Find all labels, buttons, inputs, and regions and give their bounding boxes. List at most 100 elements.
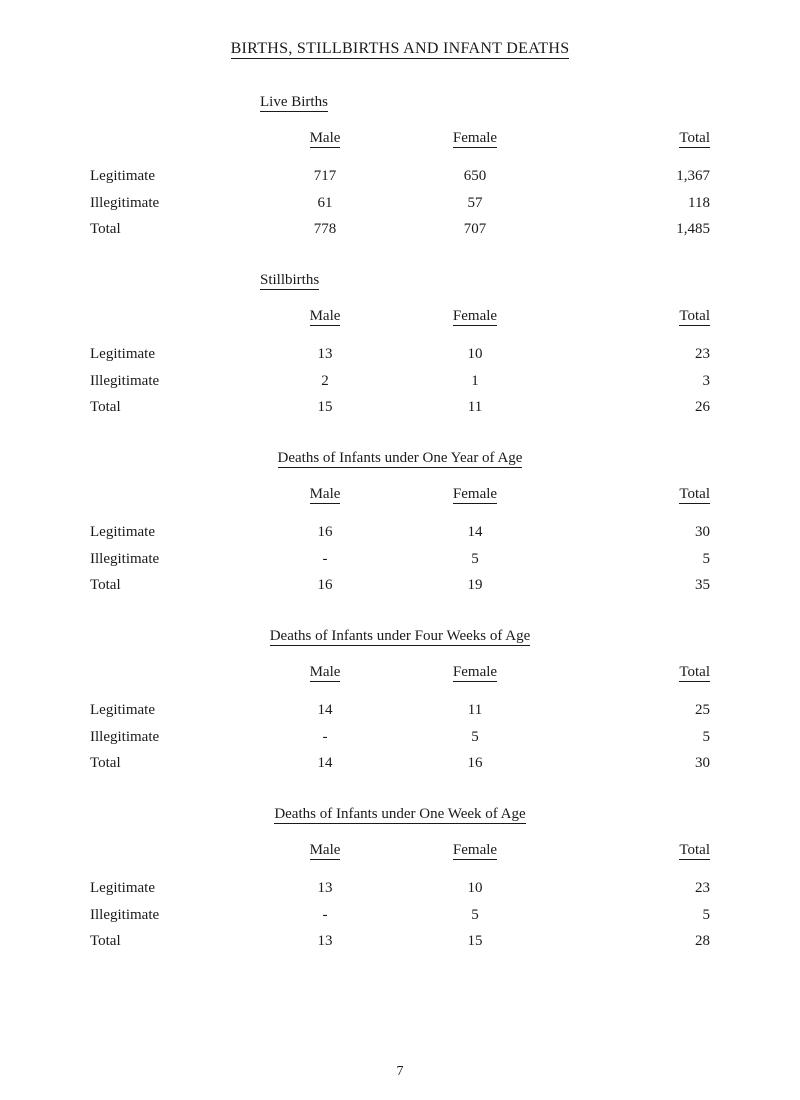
column-header-text: Female (453, 842, 497, 860)
cell-illegitimate-female: 5 (390, 546, 560, 572)
table-row: Legitimate131023 (90, 341, 710, 367)
row-label: Legitimate (90, 163, 260, 189)
row-label: Illegitimate (90, 724, 260, 750)
cell-illegitimate-male: - (260, 902, 390, 928)
cell-legitimate-female: 10 (390, 341, 560, 367)
cell-legitimate-female: 14 (390, 519, 560, 545)
column-header-text: Female (453, 664, 497, 682)
section: Deaths of Infants under One Year of Age M… (90, 450, 710, 598)
cell-legitimate-male: 13 (260, 341, 390, 367)
cell-illegitimate-total: 118 (560, 190, 710, 216)
row-label: Illegitimate (90, 368, 260, 394)
section-title: Stillbirths (260, 272, 390, 289)
cell-total-male: 16 (260, 572, 390, 598)
table-header-row: Male Female Total (90, 481, 710, 507)
section-title-text: Deaths of Infants under One Year of Age (278, 450, 523, 468)
cell-total-female: 707 (390, 216, 560, 242)
cell-total-female: 19 (390, 572, 560, 598)
spacer (90, 837, 260, 863)
table-row: Total151126 (90, 394, 710, 420)
table-row: Illegitimate-55 (90, 546, 710, 572)
column-header-male: Male (260, 837, 390, 863)
column-header-text: Male (310, 486, 341, 504)
column-header-male: Male (260, 125, 390, 151)
section-title-text: Deaths of Infants under One Week of Age (274, 806, 525, 824)
row-label: Illegitimate (90, 902, 260, 928)
cell-total-female: 11 (390, 394, 560, 420)
page-title: BIRTHS, STILLBIRTHS AND INFANT DEATHS (90, 40, 710, 58)
cell-legitimate-total: 25 (560, 697, 710, 723)
column-header-text: Male (310, 308, 341, 326)
column-header-text: Male (310, 664, 341, 682)
section-title: Deaths of Infants under One Year of Age (90, 450, 710, 467)
document-page: BIRTHS, STILLBIRTHS AND INFANT DEATHS Li… (0, 0, 800, 1100)
table-header-row: Male Female Total (90, 303, 710, 329)
column-header-total: Total (560, 303, 710, 329)
column-header-female: Female (390, 125, 560, 151)
section: Deaths of Infants under Four Weeks of Ag… (90, 628, 710, 776)
table-row: Legitimate7176501,367 (90, 163, 710, 189)
column-header-female: Female (390, 303, 560, 329)
row-label: Legitimate (90, 341, 260, 367)
row-label: Total (90, 750, 260, 776)
cell-total-male: 778 (260, 216, 390, 242)
row-label: Total (90, 394, 260, 420)
row-label: Legitimate (90, 697, 260, 723)
section-title-row: Live Births (90, 94, 710, 111)
cell-legitimate-total: 1,367 (560, 163, 710, 189)
cell-illegitimate-female: 5 (390, 724, 560, 750)
cell-total-male: 13 (260, 928, 390, 954)
spacer (90, 125, 260, 151)
cell-total-total: 28 (560, 928, 710, 954)
cell-illegitimate-male: - (260, 546, 390, 572)
column-header-total: Total (560, 481, 710, 507)
section-title-row: Stillbirths (90, 272, 710, 289)
cell-illegitimate-total: 5 (560, 902, 710, 928)
table-row: Legitimate161430 (90, 519, 710, 545)
row-label: Legitimate (90, 519, 260, 545)
column-header-text: Total (679, 664, 710, 682)
spacer (90, 94, 260, 111)
section-title: Deaths of Infants under One Week of Age (90, 806, 710, 823)
table-row: Total161935 (90, 572, 710, 598)
column-header-text: Total (679, 308, 710, 326)
column-header-male: Male (260, 303, 390, 329)
row-label: Legitimate (90, 875, 260, 901)
cell-total-male: 14 (260, 750, 390, 776)
cell-legitimate-total: 30 (560, 519, 710, 545)
table-row: Illegitimate-55 (90, 724, 710, 750)
section-title: Live Births (260, 94, 390, 111)
cell-legitimate-female: 11 (390, 697, 560, 723)
cell-illegitimate-total: 5 (560, 724, 710, 750)
cell-illegitimate-male: 61 (260, 190, 390, 216)
cell-legitimate-female: 650 (390, 163, 560, 189)
table-row: Illegitimate6157118 (90, 190, 710, 216)
column-header-text: Female (453, 486, 497, 504)
column-header-text: Total (679, 486, 710, 504)
cell-total-total: 30 (560, 750, 710, 776)
row-label: Total (90, 572, 260, 598)
column-header-total: Total (560, 659, 710, 685)
cell-total-total: 26 (560, 394, 710, 420)
spacer (90, 659, 260, 685)
page-number: 7 (0, 1064, 800, 1080)
table-row: Total141630 (90, 750, 710, 776)
cell-total-total: 1,485 (560, 216, 710, 242)
column-header-female: Female (390, 659, 560, 685)
cell-legitimate-female: 10 (390, 875, 560, 901)
cell-illegitimate-female: 1 (390, 368, 560, 394)
cell-illegitimate-total: 3 (560, 368, 710, 394)
section-title-text: Deaths of Infants under Four Weeks of Ag… (270, 628, 531, 646)
row-label: Total (90, 216, 260, 242)
table-row: Total7787071,485 (90, 216, 710, 242)
cell-illegitimate-male: - (260, 724, 390, 750)
table-header-row: MaleFemaleTotal (90, 837, 710, 863)
cell-illegitimate-male: 2 (260, 368, 390, 394)
table-header-row: MaleFemaleTotal (90, 125, 710, 151)
section: StillbirthsMaleFemaleTotalLegitimate1310… (90, 272, 710, 420)
cell-total-total: 35 (560, 572, 710, 598)
row-label: Illegitimate (90, 546, 260, 572)
table-header-row: Male Female Total (90, 659, 710, 685)
cell-total-male: 15 (260, 394, 390, 420)
column-header-text: Male (310, 130, 341, 148)
